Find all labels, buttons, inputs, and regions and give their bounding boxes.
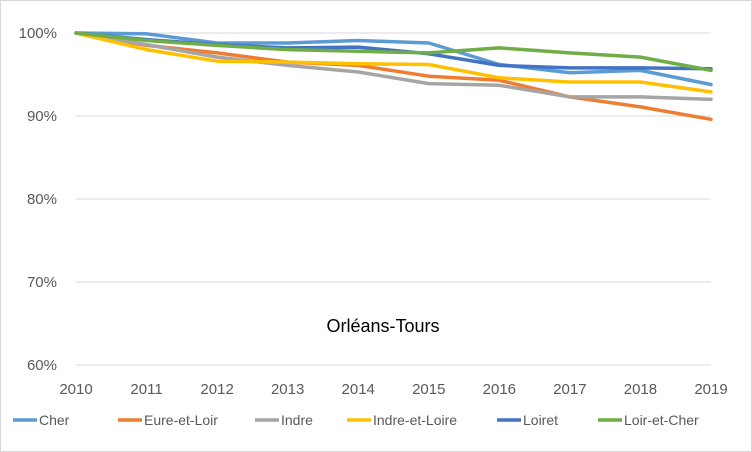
series-lines (74, 31, 713, 122)
y-tick-label: 90% (27, 108, 57, 125)
y-tick-label: 80% (27, 191, 57, 208)
legend-label-cher: Cher (39, 412, 70, 428)
x-axis-tick-labels: 2010 2011 2012 2013 2014 2015 2016 2017 2018 2019 (59, 381, 727, 398)
legend-label-loiret: Loiret (523, 412, 558, 428)
legend-label-eure-et-loir: Eure-et-Loir (144, 412, 218, 428)
y-axis-tick-labels: 60% 70% 80% 90% 100% (19, 25, 57, 374)
legend-label-indre: Indre (281, 412, 313, 428)
x-tick-label: 2018 (624, 381, 657, 398)
gridlines (76, 32, 711, 366)
series-line-indre-et-loire (74, 31, 713, 94)
x-tick-label: 2017 (553, 381, 586, 398)
legend-label-loir-et-cher: Loir-et-Cher (624, 412, 699, 428)
x-tick-label: 2012 (200, 381, 233, 398)
x-tick-label: 2019 (694, 381, 727, 398)
chart-annotation: Orléans-Tours (326, 316, 439, 336)
legend: Cher Eure-et-Loir Indre Indre-et-Loire Loire… (13, 412, 699, 428)
series-line-cher (74, 31, 713, 87)
series-line-loir-et-cher (74, 31, 713, 73)
x-tick-label: 2015 (412, 381, 445, 398)
y-tick-label: 60% (27, 357, 57, 374)
x-tick-label: 2010 (59, 381, 92, 398)
x-tick-label: 2014 (342, 381, 375, 398)
x-tick-label: 2013 (271, 381, 304, 398)
x-tick-label: 2016 (483, 381, 516, 398)
series-line-indre (74, 31, 713, 102)
legend-label-indre-et-loire: Indre-et-Loire (373, 412, 457, 428)
y-tick-label: 100% (19, 25, 57, 42)
y-tick-label: 70% (27, 274, 57, 291)
x-tick-label: 2011 (130, 381, 162, 398)
